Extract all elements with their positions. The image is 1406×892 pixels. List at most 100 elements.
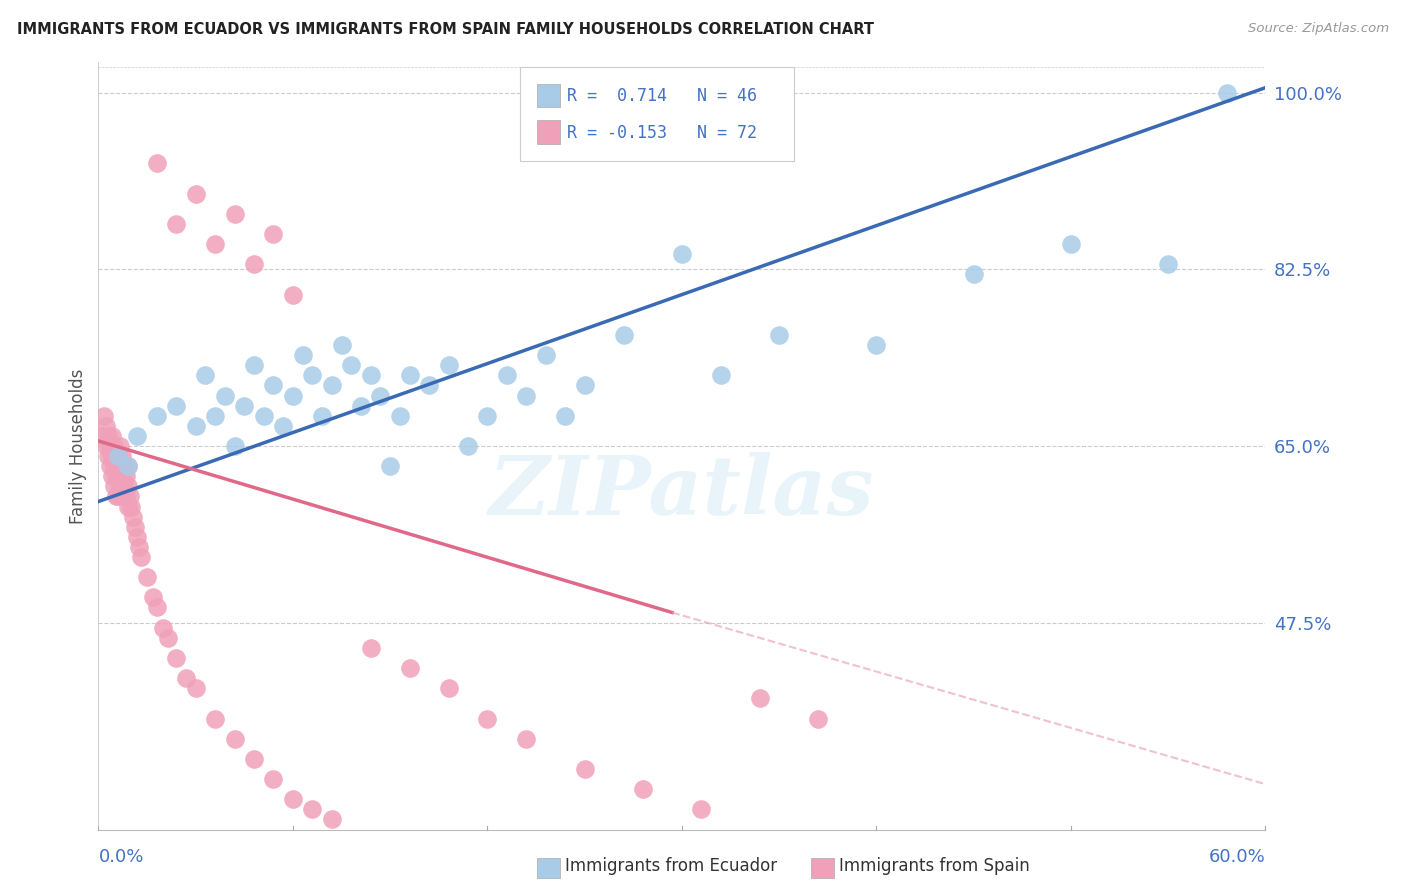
- Point: [194, 368, 217, 383]
- Point: [118, 490, 141, 504]
- Point: [330, 338, 353, 352]
- Point: [768, 328, 790, 343]
- Point: [437, 358, 460, 372]
- Point: [111, 490, 134, 504]
- Point: [281, 388, 304, 402]
- Text: 60.0%: 60.0%: [1209, 847, 1265, 866]
- Point: [146, 409, 169, 423]
- Point: [97, 429, 120, 443]
- Point: [496, 368, 519, 383]
- Point: [112, 479, 135, 493]
- Point: [108, 439, 131, 453]
- Point: [204, 712, 226, 726]
- Point: [370, 388, 392, 402]
- Point: [574, 378, 596, 392]
- Point: [380, 459, 402, 474]
- Point: [1157, 257, 1180, 271]
- Point: [515, 731, 537, 746]
- Text: ZIPatlas: ZIPatlas: [489, 452, 875, 532]
- Point: [340, 358, 363, 372]
- Point: [360, 368, 382, 383]
- Point: [534, 348, 557, 362]
- Point: [114, 490, 136, 504]
- Point: [91, 429, 114, 443]
- Point: [108, 479, 131, 493]
- Point: [281, 287, 304, 301]
- Point: [271, 418, 294, 433]
- Point: [1060, 237, 1083, 252]
- Point: [129, 549, 152, 564]
- Point: [152, 621, 174, 635]
- Point: [146, 600, 169, 615]
- Text: Immigrants from Ecuador: Immigrants from Ecuador: [565, 857, 778, 875]
- Point: [360, 640, 382, 655]
- Point: [98, 439, 121, 453]
- Point: [108, 459, 131, 474]
- Point: [101, 429, 124, 443]
- Point: [107, 449, 129, 463]
- Text: Immigrants from Spain: Immigrants from Spain: [839, 857, 1031, 875]
- Text: R = -0.153   N = 72: R = -0.153 N = 72: [567, 124, 756, 142]
- Point: [204, 237, 226, 252]
- Point: [262, 772, 284, 786]
- Point: [142, 591, 165, 605]
- Point: [301, 802, 323, 816]
- Point: [311, 409, 333, 423]
- Point: [574, 762, 596, 776]
- Point: [117, 479, 139, 493]
- Point: [157, 631, 180, 645]
- Point: [710, 368, 733, 383]
- Point: [107, 449, 129, 463]
- Point: [262, 227, 284, 241]
- Point: [93, 409, 115, 423]
- Point: [321, 378, 343, 392]
- Point: [184, 186, 207, 201]
- Point: [184, 681, 207, 696]
- Point: [104, 490, 127, 504]
- Point: [103, 479, 125, 493]
- Point: [184, 418, 207, 433]
- Point: [418, 378, 440, 392]
- Point: [281, 792, 304, 806]
- Point: [301, 368, 323, 383]
- Point: [107, 490, 129, 504]
- Point: [107, 469, 129, 483]
- Point: [321, 813, 343, 827]
- Point: [128, 540, 150, 554]
- Y-axis label: Family Households: Family Households: [69, 368, 87, 524]
- Point: [807, 712, 830, 726]
- Point: [243, 752, 266, 766]
- Point: [103, 439, 125, 453]
- Point: [437, 681, 460, 696]
- Point: [103, 459, 125, 474]
- Point: [865, 338, 887, 352]
- Point: [165, 651, 187, 665]
- Text: Source: ZipAtlas.com: Source: ZipAtlas.com: [1249, 22, 1389, 36]
- Point: [214, 388, 236, 402]
- Point: [477, 712, 499, 726]
- Point: [124, 520, 146, 534]
- Point: [165, 217, 187, 231]
- Point: [457, 439, 479, 453]
- Point: [122, 509, 145, 524]
- Point: [97, 449, 120, 463]
- Point: [117, 459, 139, 474]
- Point: [96, 418, 118, 433]
- Point: [127, 429, 149, 443]
- Point: [165, 399, 187, 413]
- Point: [253, 409, 276, 423]
- Point: [101, 469, 124, 483]
- Point: [204, 409, 226, 423]
- Point: [350, 399, 373, 413]
- Point: [613, 328, 636, 343]
- Point: [121, 500, 143, 514]
- Point: [117, 500, 139, 514]
- Point: [631, 782, 654, 797]
- Point: [224, 439, 246, 453]
- Text: IMMIGRANTS FROM ECUADOR VS IMMIGRANTS FROM SPAIN FAMILY HOUSEHOLDS CORRELATION C: IMMIGRANTS FROM ECUADOR VS IMMIGRANTS FR…: [17, 22, 875, 37]
- Point: [224, 731, 246, 746]
- Point: [690, 802, 713, 816]
- Point: [671, 247, 693, 261]
- Text: R =  0.714   N = 46: R = 0.714 N = 46: [567, 87, 756, 105]
- Point: [96, 439, 118, 453]
